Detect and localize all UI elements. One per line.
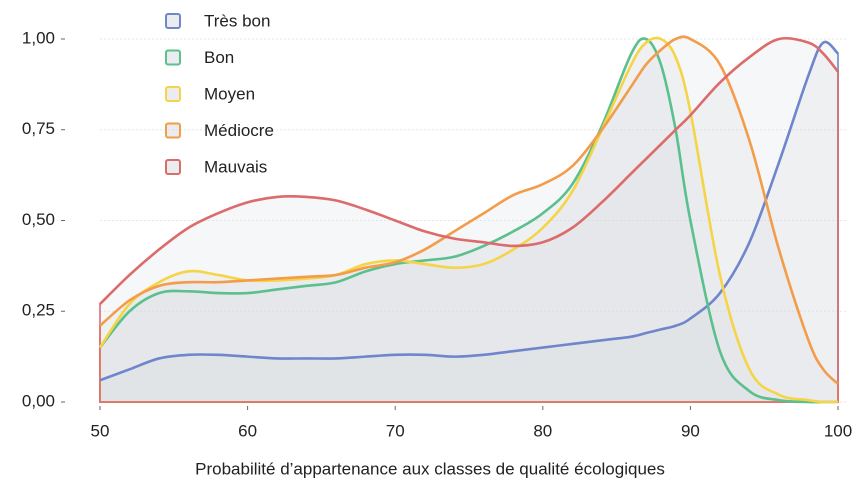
legend-label: Bon bbox=[204, 48, 234, 67]
legend-swatch bbox=[165, 159, 181, 175]
x-tick-label: 50 bbox=[91, 421, 110, 440]
legend-label: Médiocre bbox=[204, 121, 274, 140]
y-tick-label: 0,00 bbox=[22, 391, 55, 410]
x-tick-label: 70 bbox=[386, 421, 405, 440]
y-tick-label: 0,50 bbox=[22, 210, 55, 229]
legend-swatch bbox=[165, 13, 181, 29]
legend-swatch bbox=[165, 86, 181, 102]
y-tick-label: 0,75 bbox=[22, 119, 55, 138]
legend-swatch bbox=[165, 49, 181, 66]
y-tick-label: 0,25 bbox=[22, 301, 55, 320]
legend-label: Moyen bbox=[204, 84, 255, 103]
line bbox=[99, 40, 839, 382]
x-tick-label: 80 bbox=[533, 421, 552, 440]
x-axis-label: Probabilité d’appartenance aux classes d… bbox=[195, 459, 665, 478]
legend-label: Mauvais bbox=[204, 157, 267, 176]
line bbox=[98, 37, 838, 404]
legend-swatch bbox=[165, 122, 181, 139]
x-tick-label: 60 bbox=[238, 421, 257, 440]
x-tick-label: 100 bbox=[824, 421, 852, 440]
line bbox=[99, 36, 840, 305]
legend: Très bon Bon Moyen Médiocre Mauvais bbox=[165, 11, 274, 176]
legend-label: Très bon bbox=[204, 11, 270, 30]
line bbox=[99, 35, 839, 385]
y-tick-label: 1,00 bbox=[22, 28, 55, 47]
x-tick-label: 90 bbox=[681, 421, 700, 440]
